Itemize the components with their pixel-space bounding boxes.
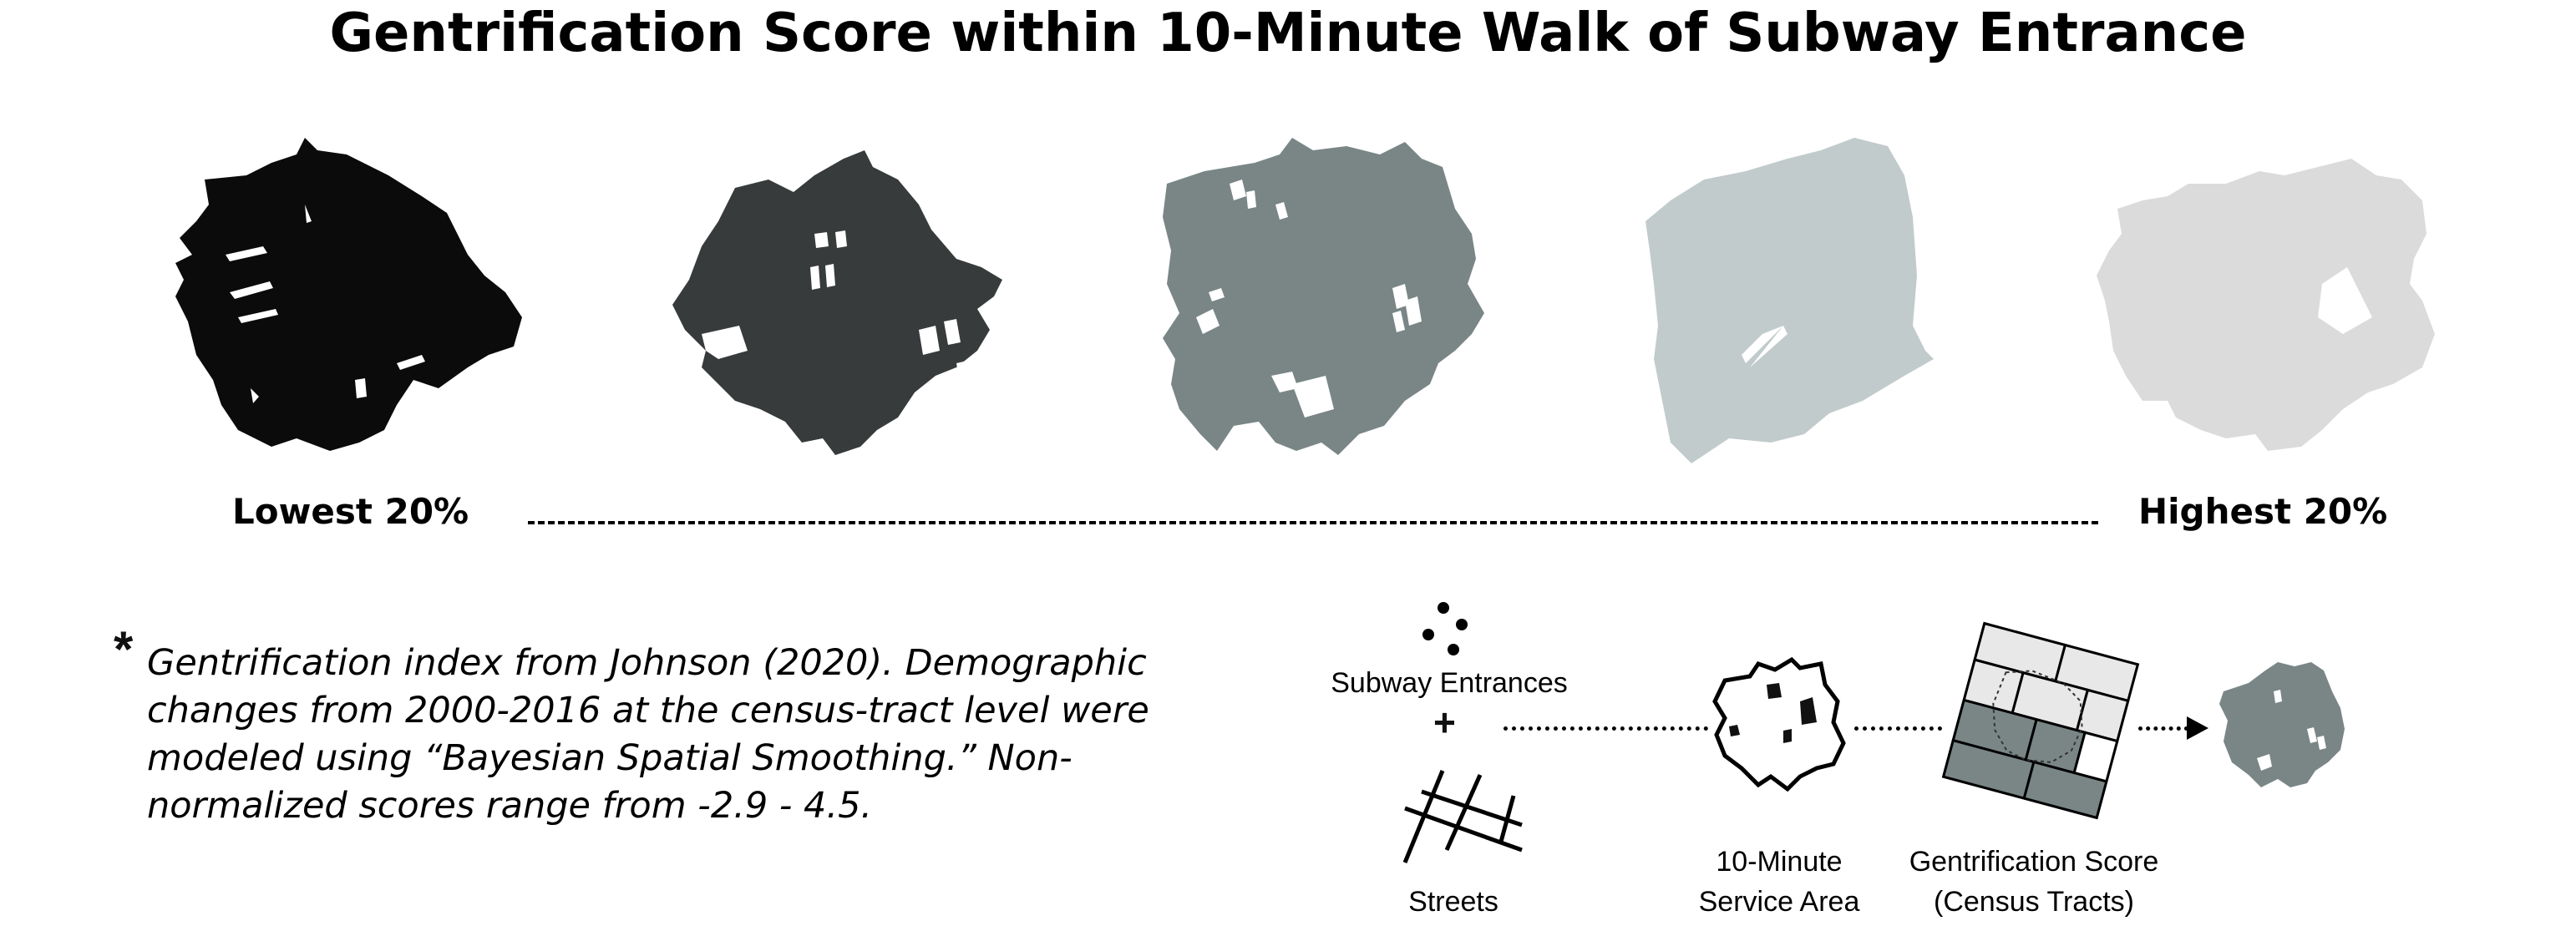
census-tracts-icon xyxy=(1941,621,2140,820)
quintile-2-area xyxy=(672,150,1002,455)
scale-dashed-line xyxy=(528,521,2098,524)
plus-sign: + xyxy=(1433,701,1456,744)
subway-entrances-label: Subway Entrances xyxy=(1331,667,1568,699)
streets-icon xyxy=(1402,770,1523,863)
footnote-asterisk: * xyxy=(114,621,134,677)
quintile-5-area xyxy=(2097,159,2435,451)
subway-entrances-icon xyxy=(1422,602,1468,655)
highest-20-label: Highest 20% xyxy=(2138,491,2388,532)
gentrification-score-label-line1: Gentrification Score xyxy=(1909,846,2159,878)
arrow-head-icon xyxy=(2187,716,2208,740)
flow-dotted-line-2 xyxy=(1854,726,1942,731)
quintile-4-area xyxy=(1645,138,1934,463)
result-shape-icon xyxy=(2219,662,2345,787)
quintile-4-shape xyxy=(1645,138,1934,463)
lowest-20-label: Lowest 20% xyxy=(232,491,469,532)
quintile-5-shape xyxy=(2097,159,2435,451)
flow-dotted-line-1 xyxy=(1504,726,1708,731)
service-area-label-line1: 10-Minute xyxy=(1716,846,1843,878)
quintile-3-area xyxy=(1163,138,1484,455)
footnote-text: Gentrification index from Johnson (2020)… xyxy=(147,642,1149,827)
gentrification-score-label-line2: (Census Tracts) xyxy=(1934,886,2134,918)
service-area-icon xyxy=(1712,656,1846,792)
quintile-3-shape xyxy=(1163,138,1484,455)
quintile-1-shape xyxy=(175,138,522,451)
flow-dotted-line-3 xyxy=(2138,726,2188,731)
service-area-label-line2: Service Area xyxy=(1698,886,1860,918)
page-title: Gentrification Score within 10-Minute Wa… xyxy=(329,3,2247,64)
streets-label: Streets xyxy=(1408,886,1498,918)
quintile-2-shape xyxy=(672,150,1002,455)
quintile-1-area xyxy=(175,138,522,451)
